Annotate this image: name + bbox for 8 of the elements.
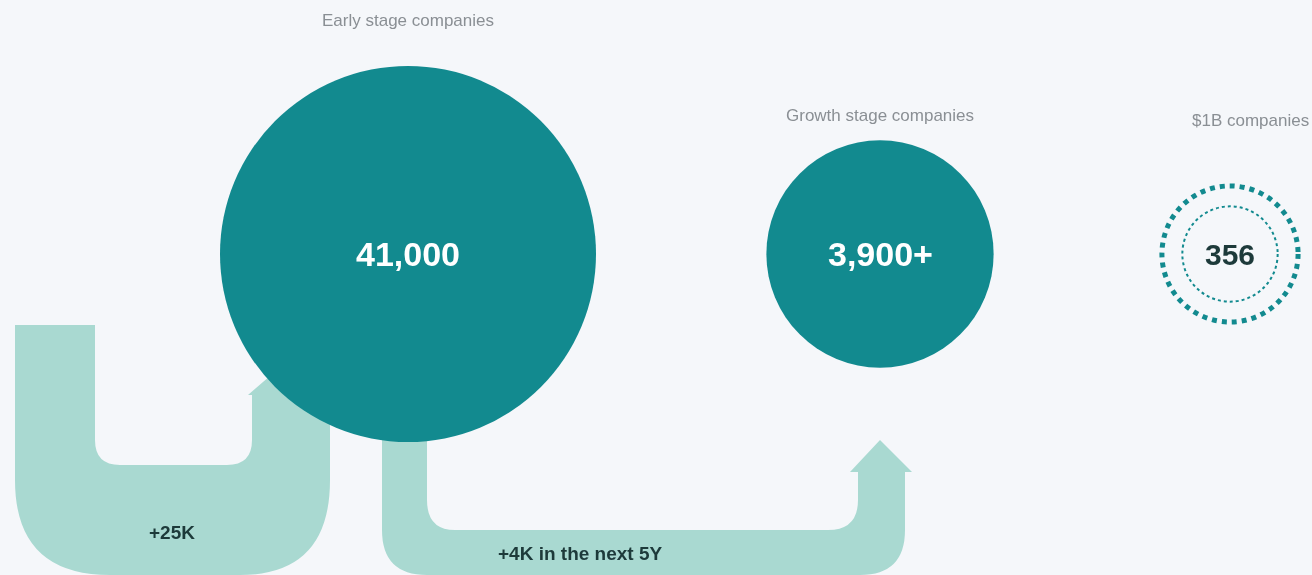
category-label: $1B companies [1192, 111, 1310, 130]
text: +25K [149, 522, 196, 543]
text: +4K in the next 5Y [498, 543, 663, 564]
data-label: 41,000 [356, 235, 460, 273]
data-label: 356 [1205, 238, 1256, 271]
data-label: 3,900+ [828, 235, 933, 273]
category-label: Growth stage companies [786, 106, 975, 125]
category-label: Early stage companies [322, 11, 494, 30]
